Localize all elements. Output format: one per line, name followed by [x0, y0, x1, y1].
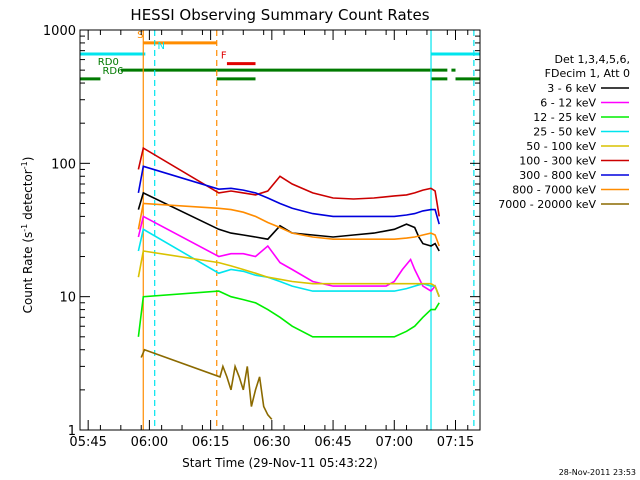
- legend-header-line2: FDecim 1, Att 0: [545, 67, 630, 80]
- x-tick-label: 06:30: [253, 435, 290, 450]
- legend-label: 6 - 12 keV: [540, 97, 596, 110]
- legend-label: 25 - 50 keV: [533, 126, 596, 139]
- flag-label-rd0: RD0: [98, 57, 119, 68]
- series-line-1: [137, 191, 440, 252]
- x-tick-label: 05:45: [69, 435, 106, 450]
- legend-header-line1: Det 1,3,4,5,6,: [554, 53, 630, 66]
- legend-label: 3 - 6 keV: [547, 82, 596, 95]
- x-tick-label: 06:45: [314, 435, 351, 450]
- flag-label-s: S: [137, 30, 143, 41]
- series-line-5: [137, 250, 440, 297]
- chart-title: HESSI Observing Summary Count Rates: [130, 6, 429, 24]
- data-series: [137, 146, 440, 420]
- series-line-3: [137, 290, 440, 338]
- flag-label-n: N: [158, 41, 165, 52]
- series-line-2: [137, 215, 440, 297]
- timestamp: 28-Nov-2011 23:53: [559, 468, 636, 477]
- series-line-6: [137, 146, 440, 217]
- x-axis-label: Start Time (29-Nov-11 05:43:22): [182, 456, 378, 470]
- y-tick-label: 1: [68, 424, 76, 439]
- legend-label: 12 - 25 keV: [533, 111, 596, 124]
- plot-frame: [79, 29, 481, 431]
- vertical-markers: [142, 30, 475, 430]
- legend-label: 50 - 100 keV: [526, 140, 596, 153]
- flag-label-rd6: RD6: [102, 66, 123, 77]
- y-axis-label: Count Rate (s-1 detector-1): [20, 157, 35, 314]
- flag-label-f: F: [221, 51, 227, 62]
- x-tick-label: 06:15: [192, 435, 229, 450]
- series-line-9: [140, 348, 273, 420]
- x-tick-label: 07:00: [376, 435, 413, 450]
- plot-axes: 1 10 100 1000 05:45 06:00 06:15 06:30 06:45 07:00…: [43, 24, 481, 450]
- y-tick-label: 100: [51, 157, 76, 172]
- y-tick-label: 1000: [43, 24, 76, 39]
- y-tick-label: 10: [59, 291, 76, 306]
- series-line-7: [137, 165, 440, 225]
- legend-label: 300 - 800 keV: [519, 169, 596, 182]
- legend-label: 100 - 300 keV: [519, 155, 596, 168]
- x-tick-label: 07:15: [437, 435, 474, 450]
- x-tick-label: 06:00: [131, 435, 168, 450]
- legend-label: 800 - 7000 keV: [512, 184, 596, 197]
- series-line-8: [137, 202, 440, 247]
- legend-label: 7000 - 20000 keV: [498, 198, 596, 211]
